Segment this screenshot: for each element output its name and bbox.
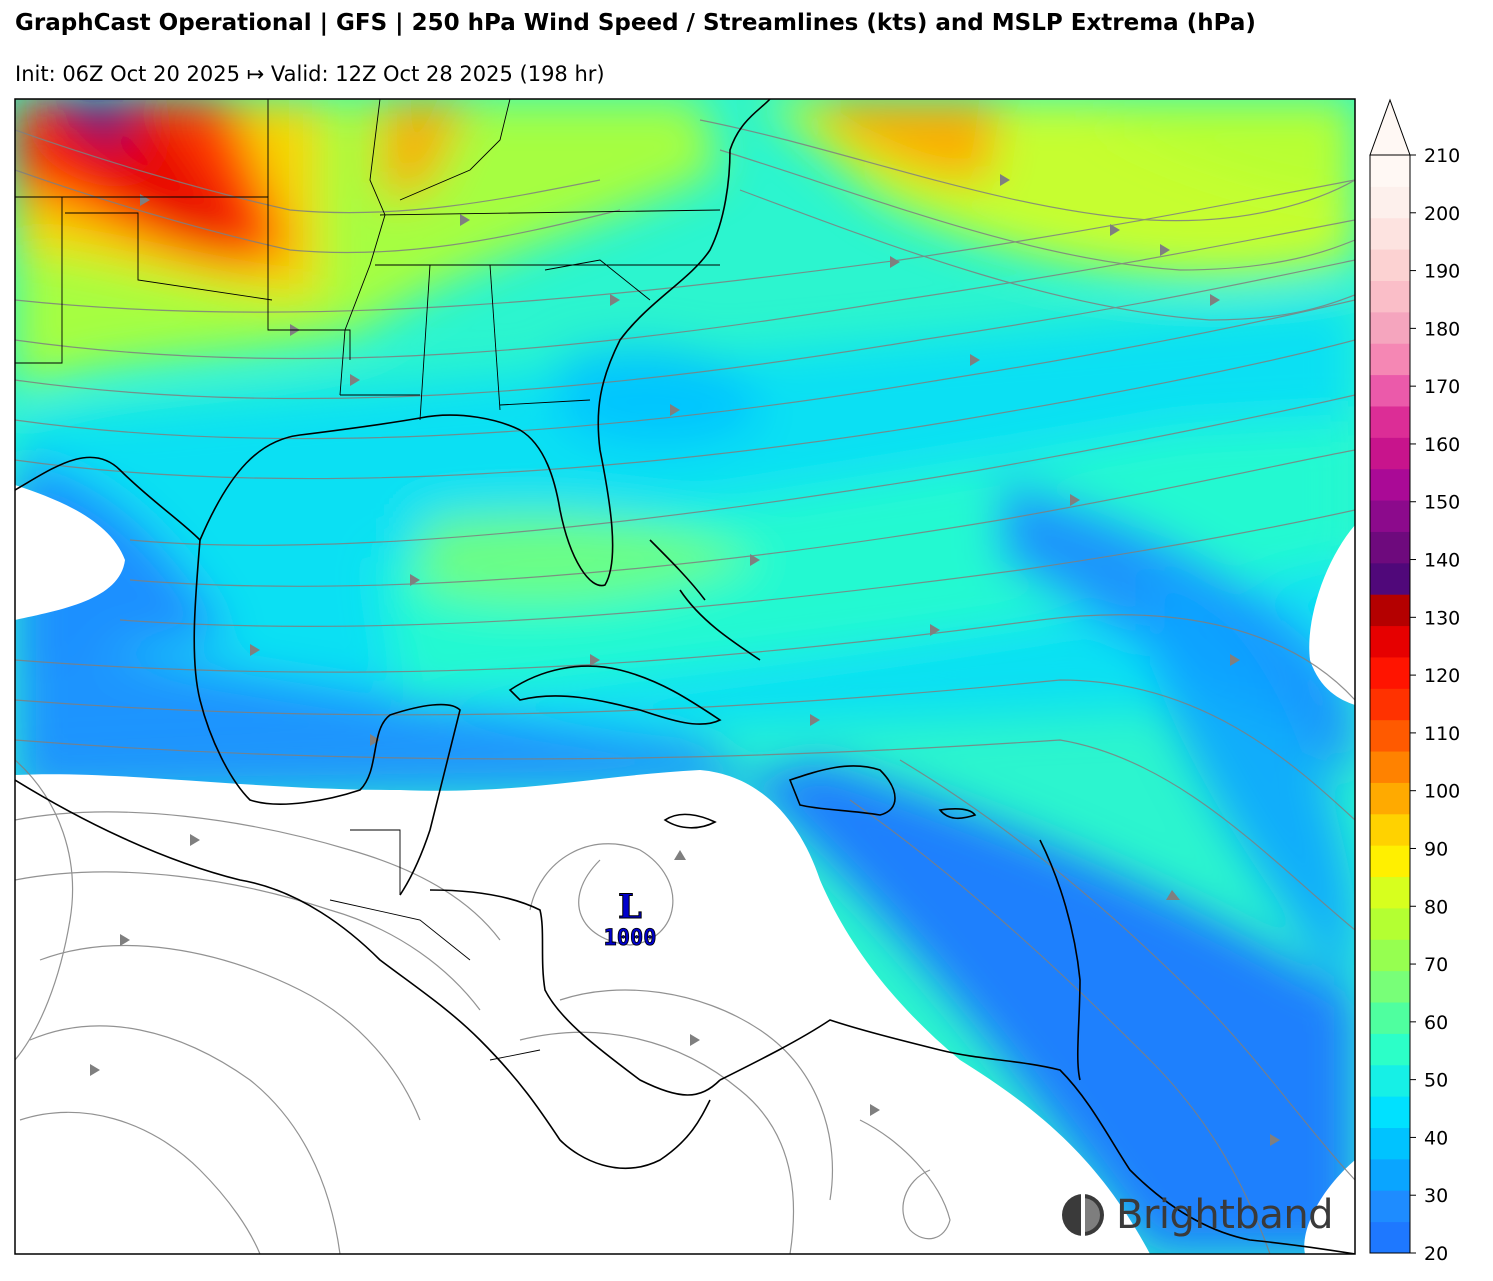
cuba: [508, 665, 722, 725]
streamlines: [15, 119, 1355, 1254]
colorbar-frame: [1369, 154, 1411, 1254]
colorbar-band: [1370, 1190, 1410, 1223]
brightband-logo: Brightband: [1060, 1192, 1334, 1238]
calm-region-southeast: [1304, 1160, 1355, 1254]
pacific-coast: [15, 779, 711, 1170]
colorbar-band: [1370, 907, 1410, 940]
colorbar-tick-label: 160: [1424, 434, 1460, 456]
colorbar-tick-label: 100: [1424, 781, 1460, 803]
colorbar-band: [1370, 531, 1410, 564]
south-america-north-coast: [719, 1019, 1355, 1254]
colorbar-band: [1370, 751, 1410, 783]
colorbar-band: [1370, 405, 1410, 438]
colorbar-tick-label: 190: [1424, 261, 1460, 283]
colorbar-band: [1370, 186, 1410, 219]
colorbar-band: [1370, 468, 1410, 501]
colorbar-band: [1370, 280, 1410, 313]
colorbar-extend-arrow: [1369, 98, 1411, 156]
colorbar-band: [1370, 876, 1410, 909]
colorbar-tick-label: 200: [1424, 203, 1460, 225]
colorbar-band: [1370, 719, 1410, 752]
colorbar-band: [1370, 939, 1410, 972]
colorbar-band: [1370, 1002, 1410, 1034]
colorbar-band: [1370, 311, 1410, 344]
colorbar-band: [1370, 1158, 1410, 1191]
colorbar-tick-label: 170: [1424, 376, 1460, 398]
colorbar-tick-label: 130: [1424, 607, 1460, 629]
colorbar-band: [1370, 782, 1410, 815]
colorbar-tick-label: 110: [1424, 723, 1460, 745]
calm-region-south: [15, 770, 1150, 1254]
wind-speed-shading: [15, 99, 1355, 1254]
hispaniola: [788, 765, 896, 816]
lesser-antilles: [1039, 839, 1081, 1081]
colorbar-band: [1370, 845, 1410, 878]
streamline-arrows: [90, 174, 1280, 1146]
colorbar-tick-label: 80: [1424, 896, 1448, 918]
colorbar-bands: [1370, 155, 1410, 1254]
colorbar-band: [1370, 374, 1410, 407]
colorbar-tick-label: 50: [1424, 1070, 1448, 1092]
colorbar-band: [1370, 500, 1410, 532]
colorbar-band: [1370, 217, 1410, 250]
colorbar-band: [1370, 656, 1410, 689]
colorbar-band: [1370, 562, 1410, 595]
colorbar-band: [1370, 1096, 1410, 1129]
colorbar-tick-label: 60: [1424, 1012, 1448, 1034]
colorbar-band: [1370, 594, 1410, 627]
colorbar-band: [1370, 1033, 1410, 1066]
colorbar-band: [1370, 249, 1410, 281]
colorbar-tick-label: 120: [1424, 665, 1460, 687]
low-pressure-marker: L: [618, 887, 642, 927]
state-borders: [15, 99, 721, 1061]
colorbar-band: [1370, 813, 1410, 846]
colorbar-band: [1370, 155, 1410, 187]
puerto-rico: [938, 808, 977, 820]
colorbar-band: [1370, 970, 1410, 1003]
coastlines: [15, 99, 1355, 1254]
low-pressure-value: 1000: [604, 926, 657, 951]
colorbar-tick-label: 40: [1424, 1127, 1448, 1149]
mexico-coast: [193, 539, 461, 896]
colorbar-band: [1370, 688, 1410, 721]
colorbar-band: [1370, 1221, 1410, 1254]
calm-region-gulf-west: [15, 485, 125, 620]
colorbar-tick-label: 140: [1424, 550, 1460, 572]
colorbar-band: [1370, 437, 1410, 470]
jamaica: [663, 813, 717, 829]
map-subtitle: Init: 06Z Oct 20 2025 ↦ Valid: 12Z Oct 2…: [15, 62, 605, 86]
colorbar-tick-label: 150: [1424, 492, 1460, 514]
central-america-caribbean-coast: [429, 889, 721, 1096]
brightband-icon: [1062, 1194, 1104, 1236]
colorbar-tick-label: 210: [1424, 145, 1460, 167]
colorbar-band: [1370, 1064, 1410, 1097]
bahamas: [649, 539, 761, 661]
colorbar-tick-label: 70: [1424, 954, 1448, 976]
colorbar-band: [1370, 1127, 1410, 1160]
calm-region-east: [1309, 525, 1355, 705]
colorbar-band: [1370, 625, 1410, 658]
colorbar-tick-label: 180: [1424, 318, 1460, 340]
colorbar-tick-label: 30: [1424, 1185, 1448, 1207]
colorbar-ticks: 210 200 190 180 170 160 150 140 130 120 110 100 90 80…: [1410, 145, 1460, 1265]
colorbar-band: [1370, 343, 1410, 376]
map-frame: [14, 98, 1356, 1255]
colorbar-tick-label: 90: [1424, 838, 1448, 860]
us-gulf-coast: [15, 99, 771, 587]
brightband-wordmark: Brightband: [1116, 1192, 1334, 1238]
colorbar-tick-label: 20: [1424, 1243, 1448, 1265]
map-title: GraphCast Operational | GFS | 250 hPa Wi…: [15, 10, 1256, 36]
